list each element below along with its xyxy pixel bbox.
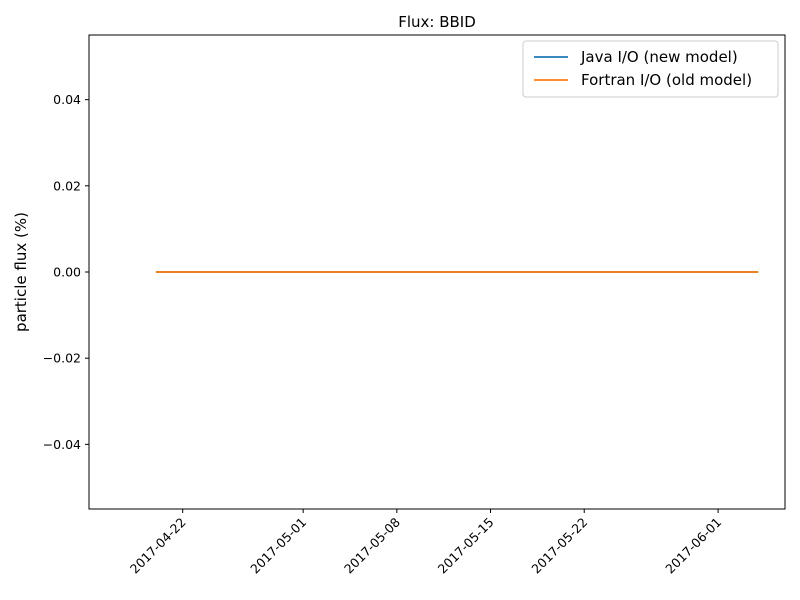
x-tick-label: 2017-05-08 <box>341 514 403 576</box>
axes-layer: 0.04 0.02 0.00 −0.02 −0.04 2017-04-22 2017-05-… <box>43 34 786 577</box>
y-tick-label: 0.02 <box>53 178 81 193</box>
chart-title: Flux: BBID <box>398 13 476 31</box>
x-tick-label: 2017-05-15 <box>435 515 497 577</box>
legend-label-1: Java I/O (new model) <box>580 48 738 66</box>
x-tick-label: 2017-06-01 <box>662 515 724 577</box>
legend: Java I/O (new model) Fortran I/O (old mod… <box>522 40 779 98</box>
legend-box <box>522 40 779 98</box>
y-tick-label: −0.02 <box>43 351 81 366</box>
y-tick-label: −0.04 <box>43 437 81 452</box>
x-tick-label: 2017-05-22 <box>528 515 590 577</box>
y-axis-title: particle flux (%) <box>12 212 30 332</box>
x-tick-label: 2017-05-01 <box>247 515 309 577</box>
legend-label-2: Fortran I/O (old model) <box>581 71 752 89</box>
y-tick-label: 0.00 <box>53 265 81 280</box>
x-tick-label: 2017-04-22 <box>127 515 189 577</box>
y-tick-label: 0.04 <box>53 92 81 107</box>
